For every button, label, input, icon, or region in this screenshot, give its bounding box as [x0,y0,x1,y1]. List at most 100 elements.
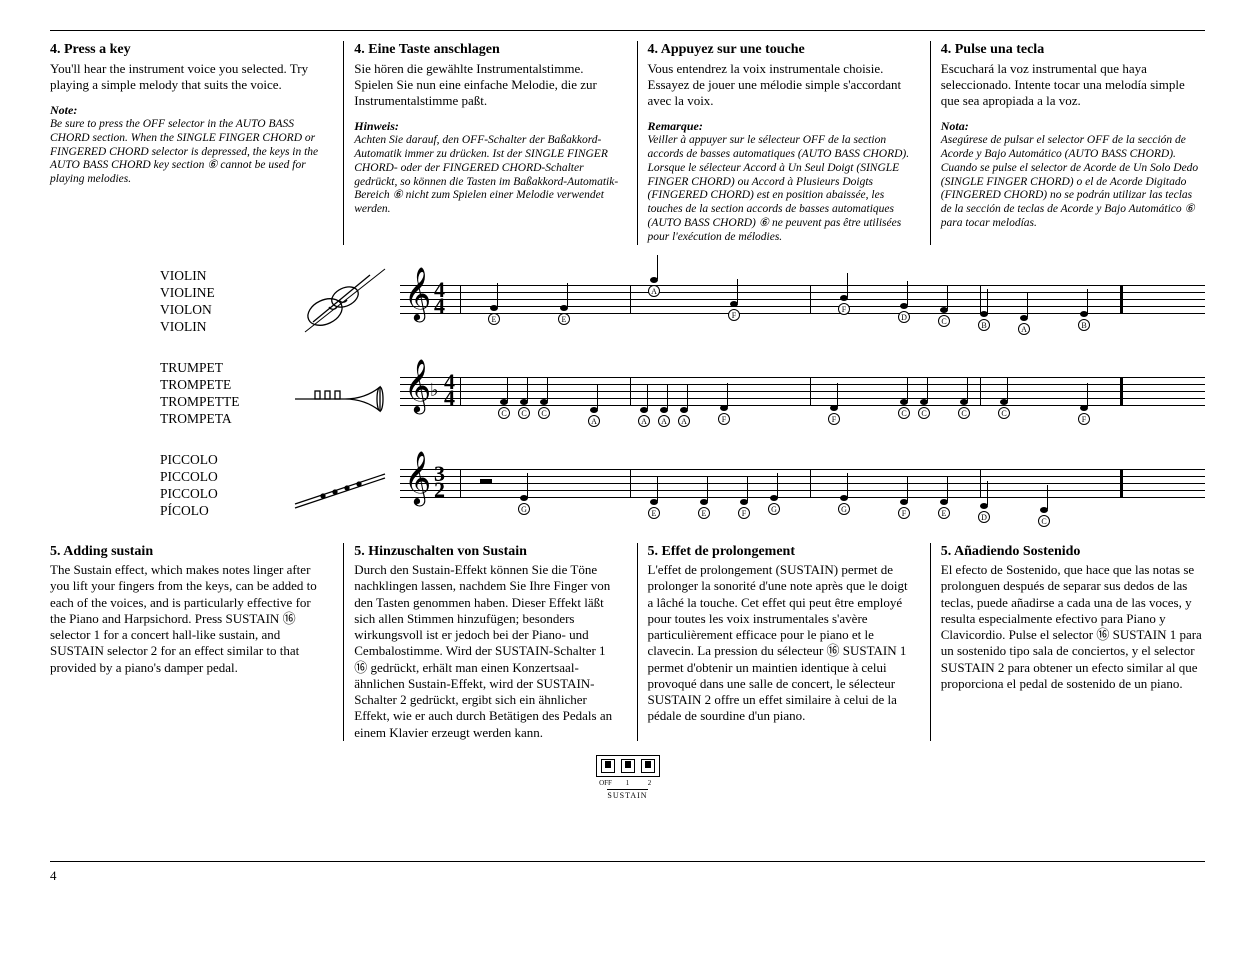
note-letter: E [558,313,570,325]
note-letter: A [1018,323,1030,335]
sec4-note-label-de: Hinweis: [354,119,618,134]
note-stem [1007,377,1008,401]
note-stem [837,383,838,407]
sec4-note-body-es: Asegúrese de pulsar el selector OFF de l… [941,134,1205,231]
sec4-title-es: 4. Pulse una tecla [941,41,1205,59]
col5-es: 5. Añadiendo Sostenido El efecto de Sost… [930,543,1205,741]
note-stem [967,377,968,401]
barline [980,377,981,405]
sustain-switch-labels: OFF 1 2 [598,779,658,788]
note-letter: G [518,503,530,515]
barline [630,285,631,313]
note-letter: E [938,507,950,519]
sec4-body-es: Escuchará la voz instrumental que haya s… [941,61,1205,110]
time-signature: 44 [434,282,445,315]
note-letter: A [648,285,660,297]
col-es: 4. Pulse una tecla Escuchará la voz inst… [930,41,1205,245]
sec4-title-de: 4. Eine Taste anschlagen [354,41,618,59]
sustain-switch-1 [621,759,635,773]
instrument-label: PÍCOLO [160,503,280,520]
page-number: 4 [50,868,1205,884]
piccolo-icon [285,456,395,516]
note-stem [497,283,498,307]
note-stem [567,283,568,307]
instrument-label: VIOLIN [160,268,280,285]
sustain-label-off: OFF [598,779,614,788]
treble-clef-icon: 𝄞 [404,271,431,317]
sec5-body-en: The Sustain effect, which makes notes li… [50,562,325,676]
barline [810,469,811,497]
instrument-label: TROMPETE [160,377,280,394]
sec4-note-body-fr: Veiller à appuyer sur le sélecteur OFF d… [648,134,912,244]
sec5-body-de: Durch den Sustain-Effekt können Sie die … [354,562,618,741]
staff: 𝄞32GEEFGGFEDC [400,451,1205,521]
sec5-body-fr: L'effet de prolongement (SUSTAIN) permet… [648,562,912,725]
barline [460,377,461,405]
note-letter: A [638,415,650,427]
sustain-switch-row [596,755,660,777]
note-letter: F [738,507,750,519]
instrument-label: VIOLIN [160,319,280,336]
note-letter: F [728,309,740,321]
note-stem [527,473,528,497]
note-letter: E [648,507,660,519]
note-letter: F [718,413,730,425]
note-letter: G [768,503,780,515]
keysig-flat: ♭ [430,379,439,402]
violin-icon [285,267,395,337]
note-letter: C [938,315,950,327]
note-letter: C [498,407,510,419]
barline [460,285,461,313]
col5-de: 5. Hinzuschalten von Sustain Durch den S… [343,543,618,741]
sec4-note-label-es: Nota: [941,119,1205,134]
music-row: VIOLINVIOLINEVIOLONVIOLIN𝄞44EEAFFDCBAB [160,267,1205,337]
note-stem [847,273,848,297]
note-stem [987,481,988,505]
instrument-icon [280,359,400,429]
instrument-icon [280,267,400,337]
instrument-label: VIOLON [160,302,280,319]
note-stem [507,377,508,401]
note-stem [597,385,598,409]
sec5-title-en: 5. Adding sustain [50,543,325,561]
top-rule [50,30,1205,31]
note-letter: A [588,415,600,427]
section-5-columns: 5. Adding sustain The Sustain effect, wh… [50,543,1205,741]
note-stem [667,385,668,409]
staff: 𝄞44EEAFFDCBAB [400,267,1205,337]
note-stem [727,383,728,407]
sec5-title-fr: 5. Effet de prolongement [648,543,912,561]
sec4-title-fr: 4. Appuyez sur une touche [648,41,912,59]
barline [980,285,981,313]
note-letter: F [1078,413,1090,425]
sec4-note-label-fr: Remarque: [648,119,912,134]
note-stem [647,385,648,409]
sustain-label-1: 1 [620,779,636,788]
instrument-label: PICCOLO [160,469,280,486]
note-letter: B [1078,319,1090,331]
note-stem [1027,293,1028,317]
instrument-label: PICCOLO [160,486,280,503]
sec4-body-fr: Vous entendrez la voix instrumentale cho… [648,61,912,110]
note-letter: A [658,415,670,427]
note-stem [547,377,548,401]
note-stem [527,377,528,401]
sec5-title-de: 5. Hinzuschalten von Sustain [354,543,618,561]
rest [480,479,492,483]
note-letter: C [958,407,970,419]
note-letter: C [1038,515,1050,527]
barline [460,469,461,497]
note-stem [657,477,658,501]
note-stem [707,477,708,501]
col-de: 4. Eine Taste anschlagen Sie hören die g… [343,41,618,245]
note-letter: C [918,407,930,419]
note-stem [907,377,908,401]
sustain-switch-2 [641,759,655,773]
time-signature: 44 [444,374,455,407]
note-letter: F [838,303,850,315]
note-stem [847,473,848,497]
music-row: TRUMPETTROMPETETROMPETTETROMPETA𝄞♭44CCCA… [160,359,1205,429]
instrument-label: PICCOLO [160,452,280,469]
section-4-columns: 4. Press a key You'll hear the instrumen… [50,41,1205,245]
sustain-label-2: 2 [642,779,658,788]
